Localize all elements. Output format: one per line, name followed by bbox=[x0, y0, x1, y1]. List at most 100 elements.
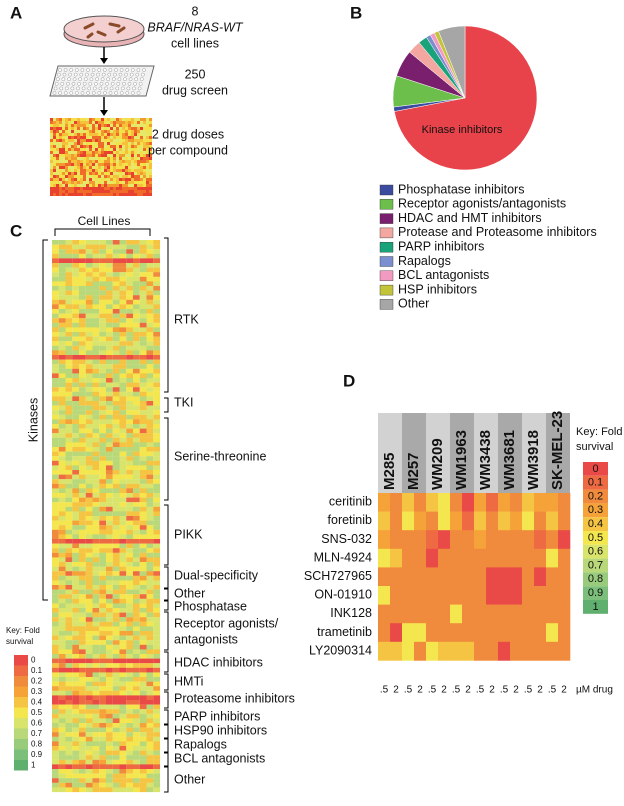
heat-cell bbox=[112, 516, 120, 521]
heat-cell bbox=[139, 249, 147, 254]
screen-cell bbox=[59, 172, 62, 175]
heat-cell bbox=[133, 506, 140, 512]
heat-cell bbox=[92, 548, 100, 553]
key-label: 1 bbox=[31, 760, 36, 769]
screen-cell bbox=[131, 169, 134, 172]
screen-cell bbox=[128, 193, 131, 196]
heat-cell bbox=[72, 769, 80, 774]
heat-cell bbox=[133, 419, 140, 425]
screen-cell bbox=[143, 175, 146, 178]
heat-cell bbox=[99, 391, 107, 397]
heat-cell bbox=[112, 539, 120, 544]
heat-cell bbox=[106, 778, 113, 783]
heat-cell bbox=[119, 626, 127, 632]
screen-cell bbox=[116, 190, 119, 193]
heat-cell bbox=[126, 497, 134, 503]
screen-cell bbox=[65, 145, 68, 148]
screen-cell bbox=[116, 178, 119, 181]
screen-cell bbox=[128, 172, 131, 175]
key-swatch bbox=[583, 503, 608, 518]
heat-cell bbox=[85, 511, 93, 517]
dose-label: 2 bbox=[417, 685, 423, 696]
screen-cell bbox=[56, 184, 59, 187]
heat-cell bbox=[99, 345, 107, 351]
heat-cell bbox=[72, 773, 80, 779]
screen-cell bbox=[116, 154, 119, 157]
heat-cell bbox=[119, 695, 127, 701]
heat-cell bbox=[85, 631, 93, 636]
heat-cell bbox=[52, 460, 59, 466]
heat-cell bbox=[85, 309, 93, 314]
heat-cell bbox=[133, 378, 140, 383]
heat-cell bbox=[126, 654, 134, 659]
heat-cell bbox=[52, 704, 59, 710]
screen-cell bbox=[71, 124, 74, 127]
heat-cell bbox=[153, 769, 161, 774]
well bbox=[114, 68, 118, 72]
heat-cell bbox=[92, 562, 100, 567]
screen-cell bbox=[50, 190, 53, 193]
screen-cell bbox=[83, 136, 86, 139]
heat-cell bbox=[65, 258, 73, 264]
heat-cell bbox=[52, 709, 59, 714]
heat-cell bbox=[112, 571, 120, 576]
heat-cell bbox=[52, 253, 59, 259]
screen-cell bbox=[146, 178, 149, 181]
well bbox=[75, 91, 79, 95]
screen-cell bbox=[125, 163, 128, 166]
heat-cell bbox=[92, 552, 100, 558]
screen-cell bbox=[107, 169, 110, 172]
heat-cell bbox=[112, 709, 120, 714]
heat-cell bbox=[85, 391, 93, 397]
screen-cell bbox=[86, 157, 89, 160]
heat-cell bbox=[153, 424, 161, 429]
heat-cell bbox=[438, 530, 451, 550]
heat-cell bbox=[112, 244, 120, 250]
screen-cell bbox=[122, 160, 125, 163]
screen-cell bbox=[59, 148, 62, 151]
dose-label: 2 bbox=[489, 685, 495, 696]
heat-cell bbox=[146, 506, 154, 512]
heat-cell bbox=[106, 516, 113, 521]
heat-cell bbox=[85, 759, 93, 765]
heat-cell bbox=[146, 543, 154, 549]
heat-cell bbox=[65, 644, 73, 650]
heat-cell bbox=[119, 451, 127, 457]
heat-cell bbox=[72, 539, 80, 544]
screen-cell bbox=[107, 157, 110, 160]
heat-cell bbox=[146, 608, 154, 613]
heat-cell bbox=[72, 437, 80, 443]
heat-cell bbox=[99, 502, 107, 507]
heat-cell bbox=[85, 322, 93, 328]
screen-cell bbox=[53, 175, 56, 178]
heat-cell bbox=[99, 313, 107, 319]
screen-cell bbox=[107, 175, 110, 178]
heat-cell bbox=[65, 709, 73, 714]
heat-cell bbox=[112, 479, 120, 484]
heat-cell bbox=[112, 318, 120, 323]
heat-cell bbox=[106, 548, 113, 553]
heat-cell bbox=[126, 566, 134, 572]
heat-cell bbox=[510, 604, 523, 624]
heat-cell bbox=[153, 764, 161, 770]
screen-cell bbox=[74, 157, 77, 160]
heat-cell bbox=[52, 299, 59, 305]
screen-cell bbox=[89, 121, 92, 124]
heat-cell bbox=[85, 709, 93, 714]
heat-cell bbox=[119, 419, 127, 425]
heat-cell bbox=[52, 378, 59, 383]
screen-cell bbox=[80, 124, 83, 127]
heat-cell bbox=[119, 608, 127, 613]
group-bracket bbox=[164, 691, 169, 709]
heat-cell bbox=[58, 258, 66, 264]
heat-cell bbox=[52, 727, 59, 733]
heat-cell bbox=[65, 713, 73, 719]
heat-cell bbox=[72, 713, 80, 719]
heat-cell bbox=[58, 635, 66, 641]
heat-cell bbox=[106, 437, 113, 443]
well bbox=[101, 72, 106, 77]
heat-cell bbox=[106, 663, 113, 668]
screen-cell bbox=[104, 124, 107, 127]
heat-cell bbox=[486, 493, 499, 512]
heat-cell bbox=[79, 552, 86, 558]
